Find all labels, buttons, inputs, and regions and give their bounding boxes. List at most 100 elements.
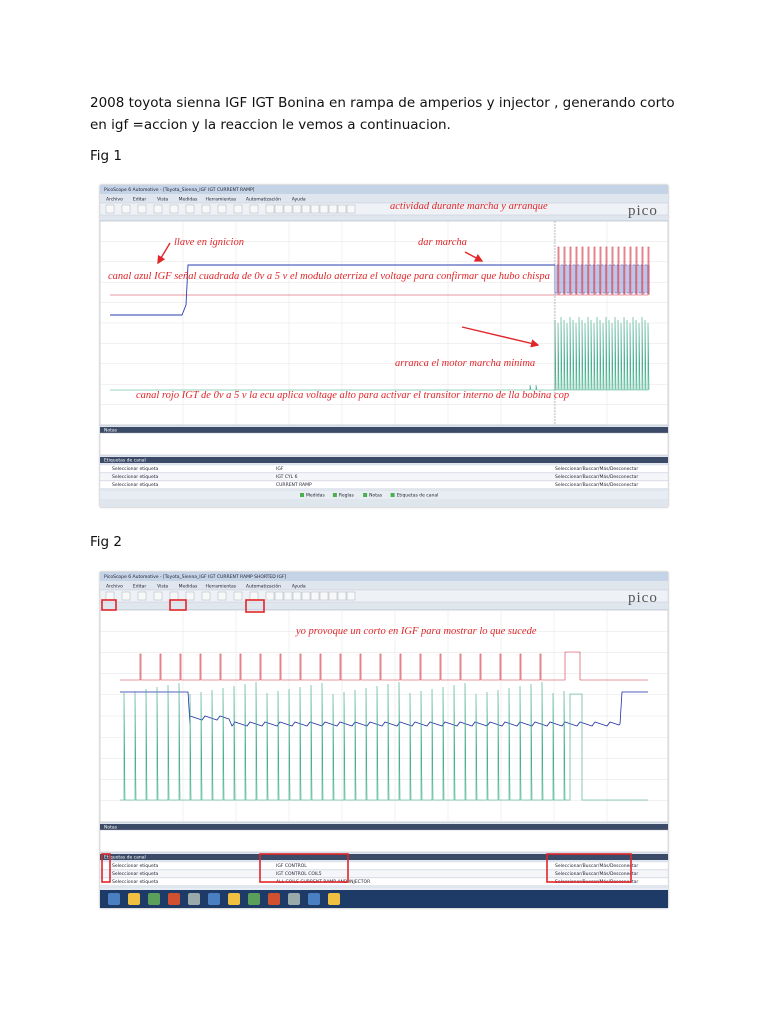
channel-action: Seleccionar/Buscar/Más/Desconectar — [555, 481, 638, 488]
toolbar-button — [346, 204, 356, 214]
arrow — [157, 242, 171, 265]
toolbar-button — [233, 591, 243, 601]
annotation: arranca el motor marcha minima — [395, 358, 535, 369]
toolbar-button — [319, 204, 329, 214]
toolbar-button — [328, 591, 338, 601]
status-bar — [100, 491, 668, 499]
checkbox — [332, 493, 337, 497]
checkbox — [390, 493, 395, 497]
waveform — [110, 264, 555, 316]
menu-item: Medidas — [179, 197, 198, 203]
toolbar-button — [249, 591, 259, 601]
taskbar-icon — [108, 893, 120, 905]
menu-item: Automatización — [246, 196, 281, 203]
channel-placeholder: Seleccionar etiqueta — [112, 474, 159, 480]
taskbar-icon — [228, 893, 240, 905]
window-title: PicoScope 6 Automotive - [Toyota_Sienna_… — [104, 574, 287, 580]
toolbar-button — [283, 204, 293, 214]
title-bar — [100, 185, 668, 194]
taskbar-icon — [128, 893, 140, 905]
status-item: Notas — [369, 493, 383, 499]
toolbar-button — [274, 591, 284, 601]
toolbar-button — [292, 204, 302, 214]
taskbar-icon — [328, 893, 340, 905]
figure-label: Fig 2 — [90, 534, 122, 550]
annotation: actividad durante marcha y arranque — [390, 201, 548, 212]
toolbar-button — [137, 204, 147, 214]
channel-action: Seleccionar/Buscar/Más/Desconectar — [555, 870, 638, 877]
annotation: llave en ignicion — [174, 237, 244, 248]
toolbar-button — [105, 204, 115, 214]
channel-name: CURRENT RAMP — [276, 482, 312, 488]
menu-item: Automatización — [246, 583, 281, 590]
waveform — [120, 651, 648, 681]
channel-placeholder: Seleccionar etiqueta — [112, 871, 159, 877]
toolbar-button — [337, 591, 347, 601]
channel-action: Seleccionar/Buscar/Más/Desconectar — [555, 862, 638, 869]
channel-name: IGF — [276, 466, 284, 472]
channel-name: IGT CONTROL COIL5 — [276, 871, 322, 877]
taskbar-icon — [288, 893, 300, 905]
intro-paragraph: 2008 toyota sienna IGF IGT Bonina en ram… — [90, 95, 675, 133]
toolbar-button — [153, 204, 163, 214]
checkbox — [300, 493, 304, 497]
highlight-box — [259, 853, 349, 883]
toolbar-button — [217, 204, 227, 214]
toolbar-button — [319, 591, 329, 601]
notes-header-text: Notas — [104, 428, 118, 434]
menu-item: Ayuda — [292, 584, 306, 590]
channel-placeholder: Seleccionar etiqueta — [112, 863, 159, 869]
toolbar-button — [105, 591, 115, 601]
taskbar-icon — [188, 893, 200, 905]
checkbox — [363, 493, 368, 497]
annotation: dar marcha — [418, 237, 467, 248]
toolbar-button — [292, 591, 302, 601]
menu-item: Ayuda — [292, 197, 306, 203]
channel-row — [100, 861, 668, 870]
screenshot: PicoScope 6 Automotive - [Toyota_Sienna_… — [100, 185, 668, 507]
toolbar-button — [201, 204, 211, 214]
toolbar-button — [283, 591, 293, 601]
menu-item: Medidas — [179, 584, 198, 590]
toolbar-button — [274, 204, 284, 214]
notes-panel — [100, 432, 668, 456]
taskbar — [100, 890, 668, 908]
channel-row — [100, 472, 668, 481]
toolbar-button — [121, 591, 131, 601]
highlight-box — [245, 599, 265, 613]
annotation: yo provoque un corto en IGF para mostrar… — [295, 626, 537, 637]
menu-item: Editar — [133, 584, 146, 590]
menu-item: Vista — [157, 197, 168, 203]
arrow — [461, 326, 540, 348]
taskbar-icon — [268, 893, 280, 905]
toolbar-button — [265, 204, 275, 214]
status-item: Reglas — [339, 493, 355, 499]
waveform — [120, 681, 648, 801]
notes-header-text: Notas — [104, 825, 118, 831]
toolbar-button — [153, 591, 163, 601]
channel-action: Seleccionar/Buscar/Más/Desconectar — [555, 465, 638, 472]
highlight-box — [169, 599, 187, 611]
screenshot: PicoScope 6 Automotive - [Toyota_Sienna_… — [100, 572, 668, 908]
logo: pico — [628, 590, 658, 606]
toolbar-button — [310, 204, 320, 214]
notes-header — [100, 427, 668, 433]
channels-header-text: Etiquetas de canal — [104, 855, 146, 861]
toolbar-button — [185, 591, 195, 601]
toolbar-button — [265, 591, 275, 601]
channel-action: Seleccionar/Buscar/Más/Desconectar — [555, 473, 638, 480]
toolbar-button — [346, 591, 356, 601]
title-bar — [100, 572, 668, 581]
channel-name: IGT CYL 6 — [276, 474, 298, 480]
toolbar-button — [328, 204, 338, 214]
channel-row — [100, 480, 668, 489]
menu-item: Vista — [157, 584, 168, 590]
logo: pico — [628, 203, 658, 219]
toolbar-button — [337, 204, 347, 214]
menu-item: Editar — [133, 197, 146, 203]
taskbar-icon — [148, 893, 160, 905]
annotation: canal rojo IGT de 0v a 5 v la ecu aplica… — [136, 390, 569, 401]
highlight-box — [101, 599, 117, 611]
channels-header-text: Etiquetas de canal — [104, 458, 146, 464]
